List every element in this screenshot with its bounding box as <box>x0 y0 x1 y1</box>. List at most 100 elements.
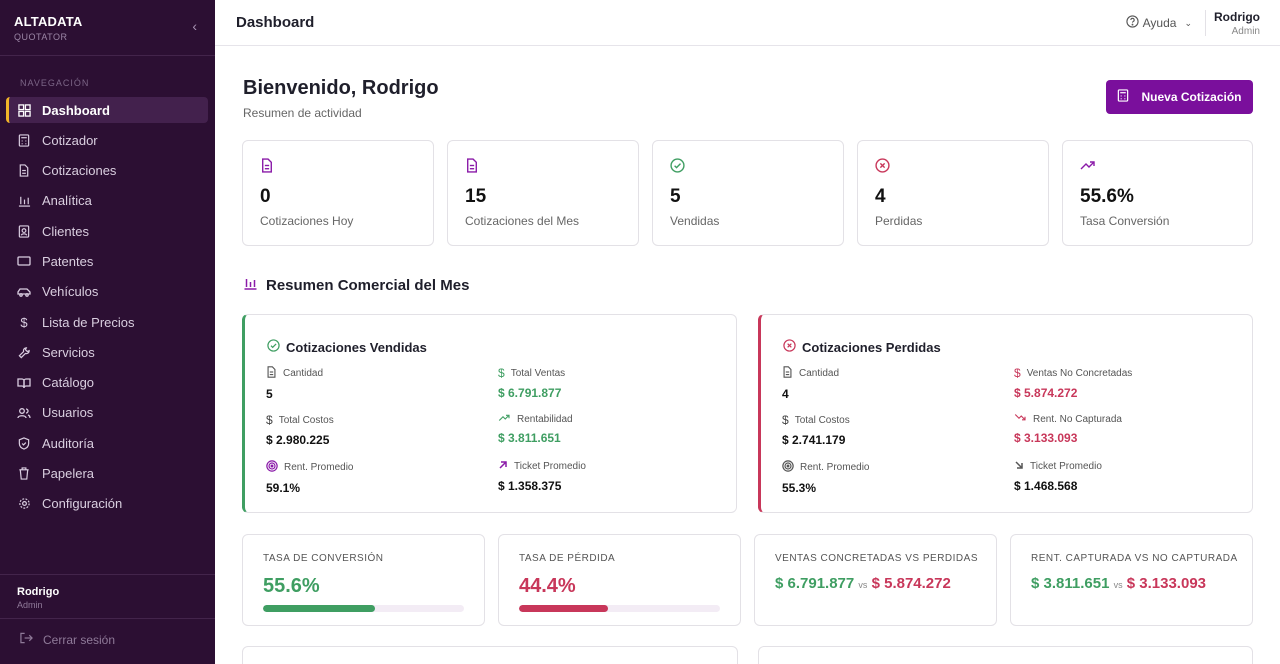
sidebar-item-clientes[interactable]: Clientes <box>6 218 208 244</box>
user-name: Rodrigo <box>1214 10 1260 24</box>
sidebar-item-lista-de-precios[interactable]: $ Lista de Precios <box>6 309 208 335</box>
chevron-down-icon: ⌄ <box>1184 17 1192 28</box>
metric-value: 59.1% <box>266 481 301 495</box>
grid-icon <box>17 103 31 117</box>
trending-up-icon <box>498 413 511 425</box>
sidebar-item-label: Vehículos <box>42 284 99 300</box>
shield-icon <box>17 436 31 450</box>
metric-label: Ticket Promedio <box>1030 461 1102 472</box>
lost-summary-card: Cotizaciones Perdidas Cantidad 4 $ Ventas… <box>758 314 1253 513</box>
stat-card: 0 Cotizaciones Hoy <box>242 140 434 246</box>
trending-down-icon <box>1014 413 1027 425</box>
sidebar-item-servicios[interactable]: Servicios <box>6 339 208 365</box>
sold-summary-card: Cotizaciones Vendidas Cantidad 5 $ Total … <box>242 314 737 513</box>
conversion-rate-card: TASA DE CONVERSIÓN 55.6% <box>242 534 485 626</box>
metric-value: $ 5.874.272 <box>1014 386 1078 400</box>
metric-cell: $ Total Ventas $ 6.791.877 <box>498 366 698 400</box>
document-icon <box>266 366 277 381</box>
kpi-label: VENTAS CONCRETADAS VS PERDIDAS <box>775 553 978 564</box>
stat-label: Tasa Conversión <box>1080 214 1170 228</box>
book-icon <box>17 376 31 390</box>
new-quote-button[interactable]: Nueva Cotización <box>1106 80 1253 114</box>
gear-icon <box>17 497 31 511</box>
sidebar-item-patentes[interactable]: Patentes <box>6 248 208 274</box>
loss-rate-card: TASA DE PÉRDIDA 44.4% <box>498 534 741 626</box>
sidebar-user-role: Admin <box>17 600 43 610</box>
metric-cell: Cantidad 5 <box>266 366 466 401</box>
sidebar-item-label: Catálogo <box>42 375 95 391</box>
metric-cell: Rent. No Capturada $ 3.133.093 <box>1014 413 1214 446</box>
sidebar-item-configuracion[interactable]: Configuración <box>6 491 208 517</box>
sidebar-item-cotizaciones[interactable]: Cotizaciones <box>6 158 208 184</box>
stat-value: 15 <box>465 186 487 207</box>
vs-label: vs <box>1113 580 1123 590</box>
user-role: Admin <box>1231 26 1260 37</box>
metric-label: Rentabilidad <box>517 413 573 425</box>
progress-fill <box>263 605 375 612</box>
target-icon <box>782 460 794 475</box>
logout-label: Cerrar sesión <box>43 632 116 647</box>
metric-cell: Cantidad 4 <box>782 366 982 401</box>
metric-label: Total Costos <box>794 414 850 426</box>
stat-card: 55.6% Tasa Conversión <box>1062 140 1253 246</box>
stat-card: 5 Vendidas <box>652 140 844 246</box>
calculator-icon <box>17 133 31 147</box>
document-icon <box>17 164 31 178</box>
logout-button[interactable]: Cerrar sesión <box>20 632 115 647</box>
kpi-value: 55.6% <box>263 575 320 597</box>
metric-label: Rent. No Capturada <box>1033 413 1122 425</box>
section-title-label: Resumen Comercial del Mes <box>266 276 470 294</box>
sidebar-divider <box>0 618 215 619</box>
stat-card: 15 Cotizaciones del Mes <box>447 140 639 246</box>
sidebar-item-usuarios[interactable]: Usuarios <box>6 400 208 426</box>
sidebar-item-auditoria[interactable]: Auditoría <box>6 430 208 456</box>
dollar-icon: $ <box>1014 366 1021 380</box>
sidebar-item-label: Analítica <box>42 193 92 209</box>
conversion-progress-bar <box>263 605 464 612</box>
metric-cell: Ticket Promedio $ 1.468.568 <box>1014 460 1214 493</box>
sidebar-item-vehiculos[interactable]: Vehículos <box>6 279 208 305</box>
document-icon <box>782 366 793 381</box>
metric-cell: $ Total Costos $ 2.980.225 <box>266 413 466 447</box>
brand-subtitle: QUOTATOR <box>14 32 68 42</box>
stat-card: 4 Perdidas <box>857 140 1049 246</box>
sidebar: ALTADATA QUOTATOR ‹ NAVEGACIÓN Dashboard… <box>0 0 215 664</box>
sidebar-item-label: Clientes <box>42 223 89 239</box>
stat-label: Cotizaciones del Mes <box>465 214 580 228</box>
sidebar-item-analitica[interactable]: Analítica <box>6 188 208 214</box>
collapse-sidebar-icon[interactable]: ‹ <box>192 18 197 34</box>
brand-name: ALTADATA <box>14 14 83 29</box>
new-quote-label: Nueva Cotización <box>1141 90 1242 104</box>
x-circle-icon <box>875 158 890 178</box>
user-menu[interactable]: Rodrigo Admin <box>1214 10 1260 37</box>
topbar-divider <box>1205 10 1206 36</box>
metric-value: $ 6.791.877 <box>498 386 562 400</box>
loss-progress-bar <box>519 605 720 612</box>
sidebar-divider <box>0 55 215 56</box>
trash-icon <box>17 467 31 481</box>
sidebar-item-papelera[interactable]: Papelera <box>6 461 208 487</box>
metric-value: $ 3.133.093 <box>1014 431 1078 445</box>
sidebar-user: Rodrigo Admin <box>17 586 59 610</box>
lost-card-title-label: Cotizaciones Perdidas <box>802 339 941 355</box>
x-circle-icon <box>783 339 796 355</box>
metric-value: $ 2.741.179 <box>782 433 846 447</box>
help-icon <box>1126 15 1139 31</box>
metric-value: 55.3% <box>782 481 817 495</box>
sidebar-item-dashboard[interactable]: Dashboard <box>6 97 208 123</box>
stat-value: 5 <box>670 186 681 207</box>
stat-value: 4 <box>875 186 886 207</box>
stat-value: 0 <box>260 186 271 207</box>
sidebar-item-label: Auditoría <box>42 435 95 451</box>
wrench-icon <box>17 345 31 359</box>
brand-logo[interactable]: ALTADATA QUOTATOR <box>14 14 83 42</box>
sidebar-item-cotizador[interactable]: Cotizador <box>6 127 208 153</box>
sidebar-item-label: Usuarios <box>42 405 94 421</box>
page-title: Dashboard <box>236 14 315 31</box>
metric-cell: Rent. Promedio 55.3% <box>782 460 982 495</box>
section-title: Resumen Comercial del Mes <box>243 276 469 294</box>
sidebar-item-catalogo[interactable]: Catálogo <box>6 370 208 396</box>
sidebar-item-label: Servicios <box>42 344 95 360</box>
help-button[interactable]: Ayuda ⌄ <box>1126 15 1192 31</box>
bottom-card <box>242 646 738 664</box>
